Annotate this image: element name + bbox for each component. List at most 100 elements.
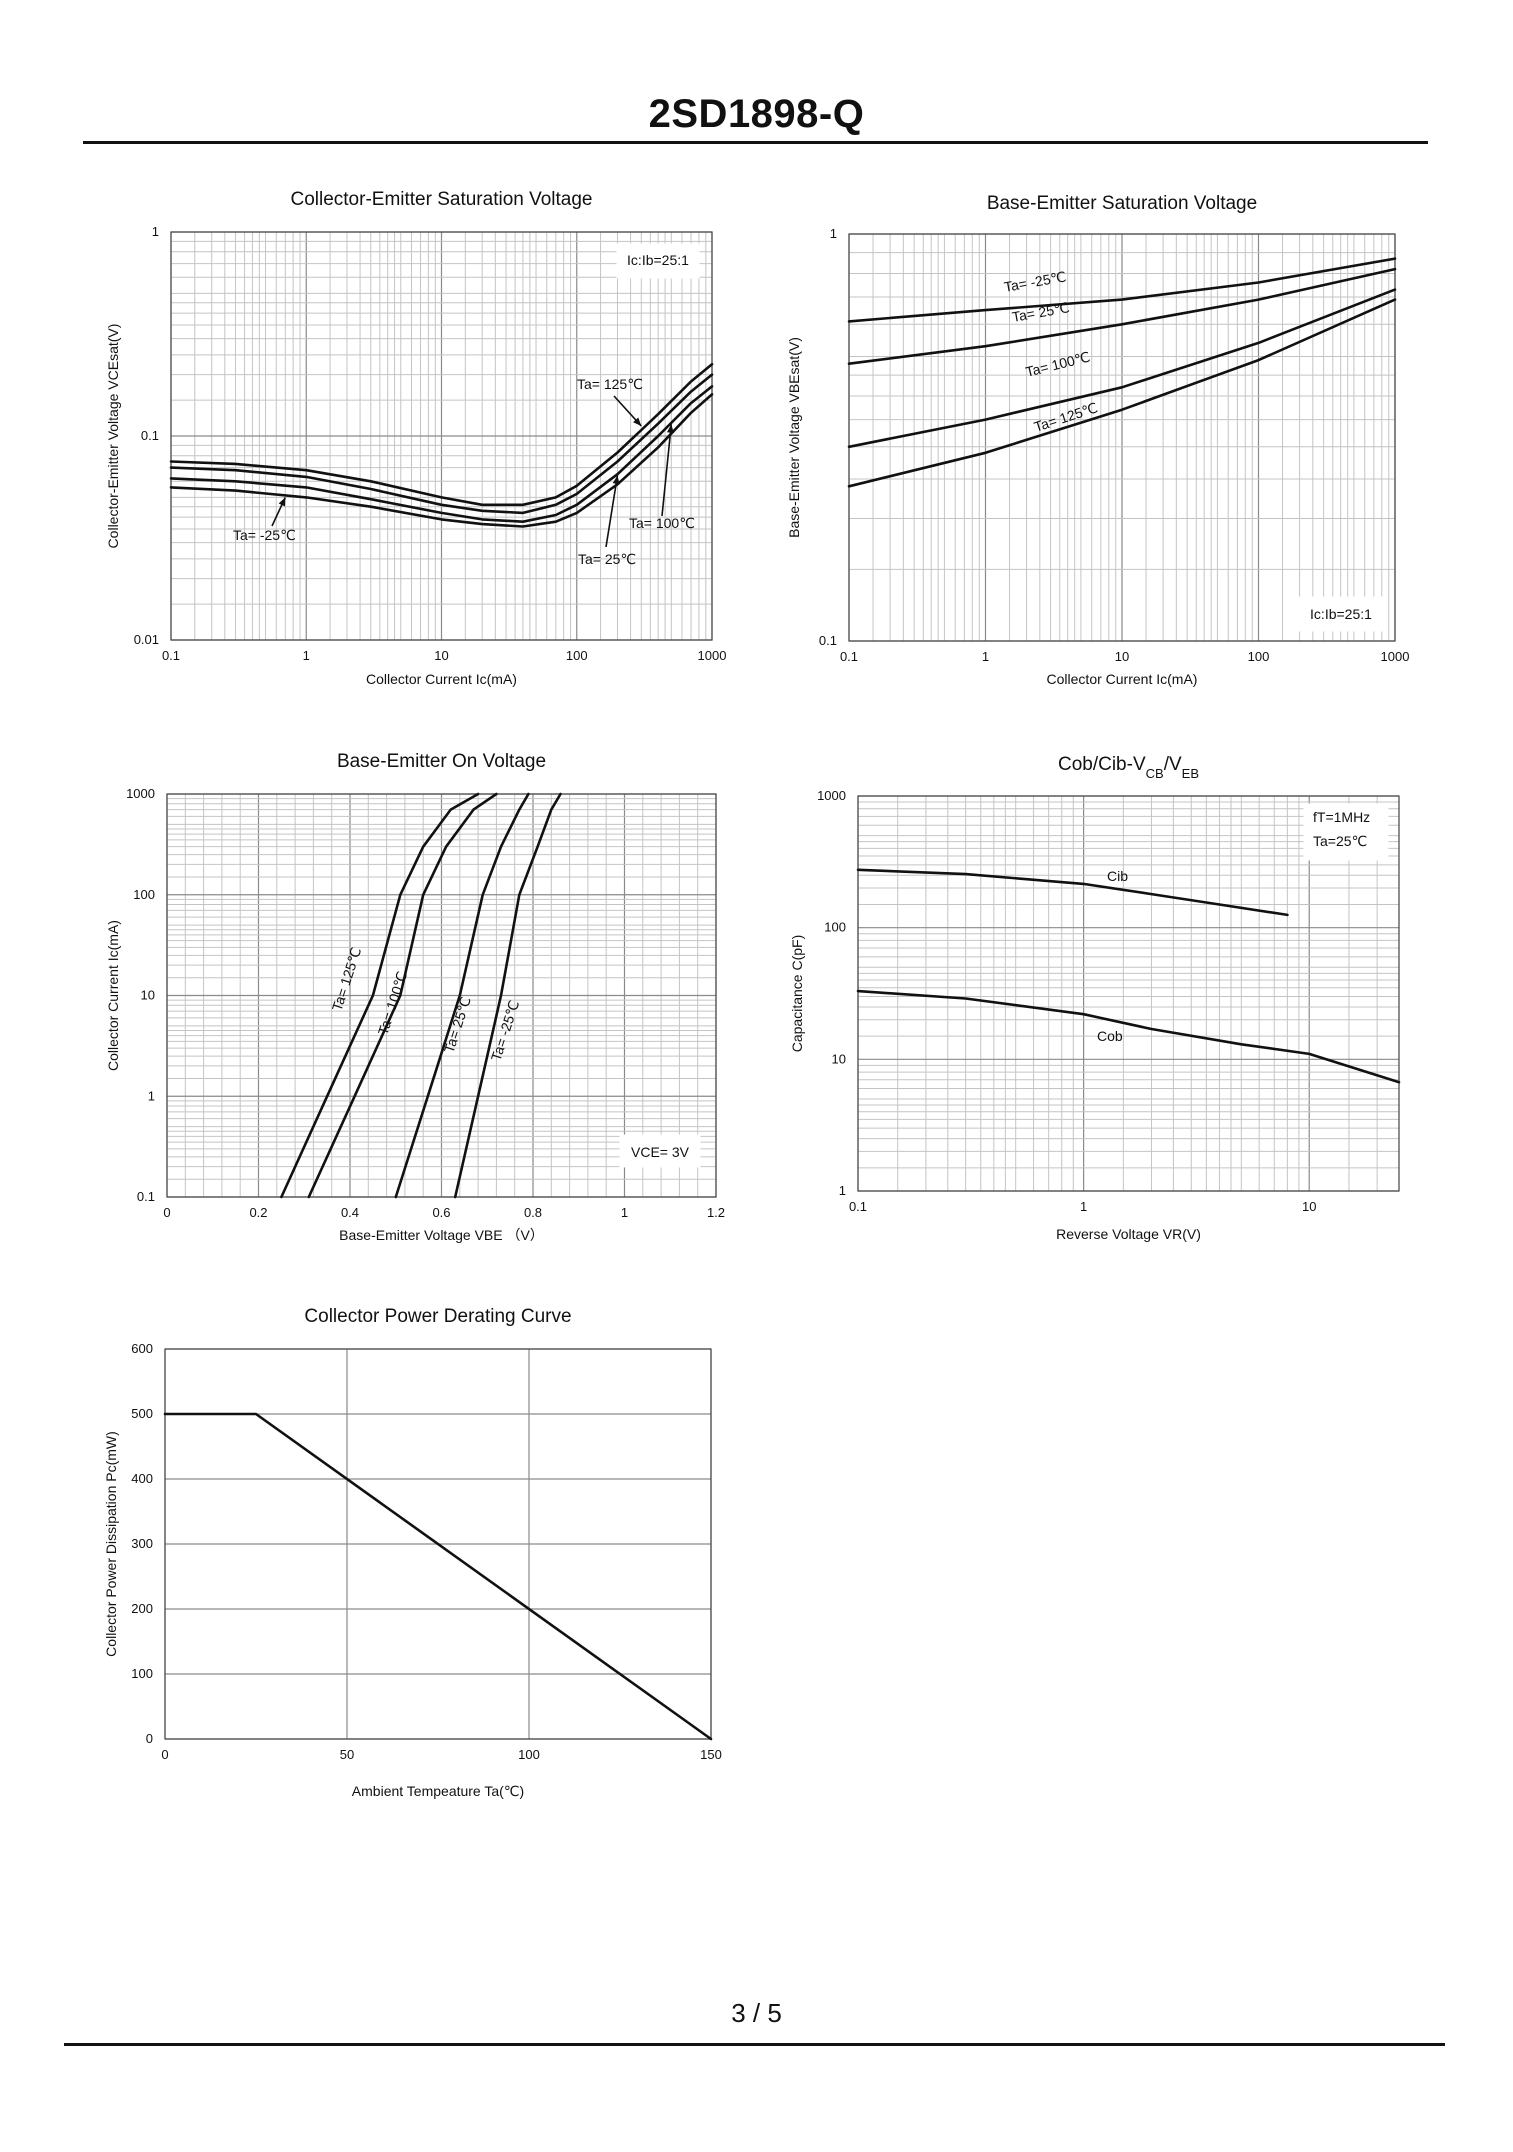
x-tick-label: 1 bbox=[982, 649, 989, 664]
series-line-ta-25 bbox=[169, 393, 714, 528]
note-box bbox=[1303, 803, 1389, 861]
y-tick-label: 500 bbox=[131, 1406, 153, 1421]
series-label-cob: Cob bbox=[1097, 1028, 1123, 1044]
y-tick-label: 0.1 bbox=[141, 428, 159, 443]
page-number: 3 / 5 bbox=[731, 1998, 782, 2028]
chart-title: Collector-Emitter Saturation Voltage bbox=[290, 189, 592, 210]
footer-rule bbox=[64, 2043, 1445, 2046]
y-tick-label: 1 bbox=[839, 1183, 846, 1198]
y-axis-label: Collector Power Dissipation Pc(mW) bbox=[103, 1431, 119, 1657]
series-line-ta-125 bbox=[847, 298, 1397, 488]
x-tick-label: 1 bbox=[1080, 1199, 1087, 1214]
y-tick-label: 0.01 bbox=[134, 632, 159, 647]
x-tick-label: 0.1 bbox=[162, 648, 180, 663]
series-line-ta-125 bbox=[169, 362, 714, 507]
series-label-ta-100: Ta= 100℃ bbox=[629, 515, 695, 531]
series-line-ta-100 bbox=[847, 288, 1397, 449]
note-box bbox=[619, 1134, 701, 1168]
x-tick-label: 100 bbox=[566, 648, 588, 663]
x-tick-label: 10 bbox=[1115, 649, 1129, 664]
x-tick-label: 0 bbox=[161, 1747, 168, 1762]
y-tick-label: 600 bbox=[131, 1341, 153, 1356]
chart-title: Cob/Cib-VCB/VEB bbox=[1058, 754, 1199, 781]
series-label-ta-125: Ta= 125℃ bbox=[577, 376, 643, 392]
plot-frame bbox=[164, 1348, 712, 1740]
series-line-ta-100 bbox=[307, 792, 498, 1199]
x-tick-label: 1.2 bbox=[707, 1205, 725, 1220]
y-tick-label: 0 bbox=[146, 1731, 153, 1746]
y-tick-label: 1 bbox=[830, 226, 837, 241]
plot-frame bbox=[166, 793, 717, 1198]
series-line-cib bbox=[856, 868, 1289, 917]
x-tick-label: 0.6 bbox=[432, 1205, 450, 1220]
y-tick-label: 10 bbox=[141, 988, 155, 1003]
x-axis-label: Ambient Tempeature Ta(℃) bbox=[352, 1783, 524, 1799]
note-text: Ic:Ib=25:1 bbox=[627, 252, 689, 268]
x-axis-label: Reverse Voltage VR(V) bbox=[1056, 1226, 1201, 1242]
x-tick-label: 0.1 bbox=[840, 649, 858, 664]
series-label-ta-25: Ta= 25℃ bbox=[578, 551, 636, 567]
y-tick-label: 1 bbox=[152, 224, 159, 239]
x-tick-label: 150 bbox=[700, 1747, 722, 1762]
annotation-arrowhead bbox=[278, 497, 286, 507]
plot-frame bbox=[170, 231, 713, 641]
annotation-arrow bbox=[661, 424, 673, 517]
series-line-pc bbox=[163, 1412, 713, 1741]
annotation-arrowhead bbox=[633, 417, 642, 426]
y-tick-label: 0.1 bbox=[819, 633, 837, 648]
y-tick-label: 300 bbox=[131, 1536, 153, 1551]
note-text: Ic:Ib=25:1 bbox=[1310, 606, 1372, 622]
note-text: Ta=25℃ bbox=[1313, 833, 1367, 849]
x-tick-label: 10 bbox=[434, 648, 448, 663]
series-line-ta-25 bbox=[394, 792, 530, 1199]
note-text: fT=1MHz bbox=[1313, 809, 1370, 825]
chart-title: Base-Emitter On Voltage bbox=[337, 751, 546, 772]
x-tick-label: 100 bbox=[518, 1747, 540, 1762]
series-line-ta-25 bbox=[169, 385, 714, 523]
x-tick-label: 0.4 bbox=[341, 1205, 359, 1220]
series-label-ta-25: Ta= -25℃ bbox=[233, 527, 296, 543]
y-tick-label: 100 bbox=[824, 920, 846, 935]
y-axis-label: Collector-Emitter Voltage VCEsat(V) bbox=[105, 324, 121, 549]
series-line-ta-25 bbox=[453, 792, 562, 1199]
chart-title: Collector Power Derating Curve bbox=[304, 1306, 571, 1327]
series-line-cob bbox=[856, 989, 1401, 1084]
y-tick-label: 0.1 bbox=[137, 1189, 155, 1204]
series-line-ta-25 bbox=[847, 267, 1397, 365]
y-tick-label: 1 bbox=[148, 1088, 155, 1103]
x-tick-label: 0.1 bbox=[849, 1199, 867, 1214]
y-tick-label: 100 bbox=[131, 1666, 153, 1681]
y-tick-label: 200 bbox=[131, 1601, 153, 1616]
x-tick-label: 1000 bbox=[1381, 649, 1410, 664]
plot-frame bbox=[848, 233, 1396, 642]
y-tick-label: 10 bbox=[832, 1051, 846, 1066]
x-tick-label: 100 bbox=[1248, 649, 1270, 664]
page-title: 2SD1898-Q bbox=[648, 92, 865, 136]
annotation-arrowhead bbox=[666, 424, 674, 433]
annotation-arrowhead bbox=[612, 475, 620, 485]
y-tick-label: 400 bbox=[131, 1471, 153, 1486]
x-axis-label: Collector Current Ic(mA) bbox=[1047, 671, 1198, 687]
series-line-ta-100 bbox=[169, 373, 714, 515]
y-axis-label: Base-Emitter Voltage VBEsat(V) bbox=[786, 337, 802, 538]
x-tick-label: 1 bbox=[303, 648, 310, 663]
y-tick-label: 100 bbox=[133, 887, 155, 902]
x-tick-label: 1000 bbox=[698, 648, 727, 663]
y-axis-label: Capacitance C(pF) bbox=[789, 935, 805, 1053]
x-tick-label: 50 bbox=[340, 1747, 354, 1762]
note-box bbox=[1297, 596, 1385, 632]
x-tick-label: 1 bbox=[621, 1205, 628, 1220]
note-box bbox=[616, 243, 700, 279]
series-line-ta-25 bbox=[847, 257, 1397, 323]
series-label-cib: Cib bbox=[1107, 868, 1128, 884]
note-text: VCE= 3V bbox=[631, 1144, 690, 1160]
x-tick-label: 10 bbox=[1302, 1199, 1316, 1214]
annotation-arrow bbox=[605, 475, 619, 548]
y-tick-label: 1000 bbox=[817, 788, 846, 803]
x-tick-label: 0.8 bbox=[524, 1205, 542, 1220]
header-rule bbox=[83, 141, 1428, 144]
